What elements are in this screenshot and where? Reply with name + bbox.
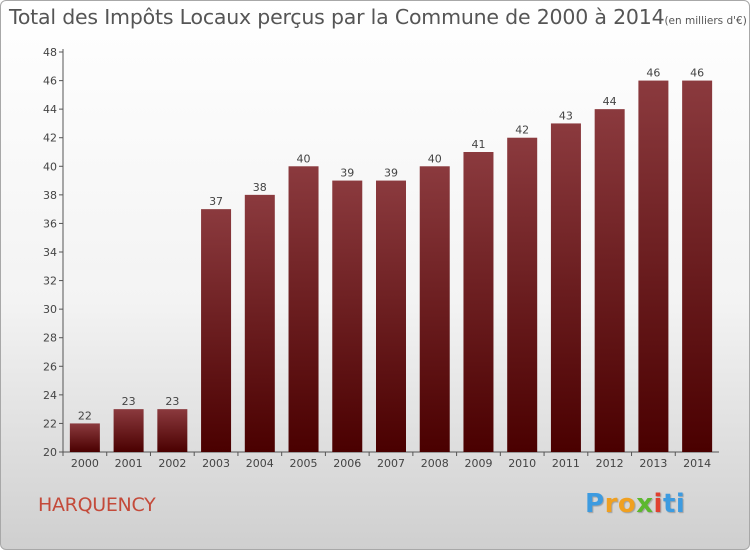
data-label-2000: 22 [78, 409, 92, 422]
data-label-2014: 46 [690, 67, 704, 80]
bar-2000 [69, 423, 100, 452]
bar-2013 [638, 80, 669, 453]
data-label-2001: 23 [122, 395, 136, 408]
data-label-2008: 40 [428, 152, 442, 165]
chart-title-unit: (en milliers d'€) [664, 15, 747, 27]
y-tick-label: 26 [43, 360, 57, 373]
commune-name: HARQUENCY [38, 494, 156, 516]
y-tick-label: 38 [43, 189, 57, 202]
x-tick-label: 2009 [464, 457, 492, 470]
bar-2005 [288, 166, 319, 453]
bar-2007 [376, 180, 406, 453]
x-tick-label: 2012 [596, 457, 624, 470]
chart-title-main: Total des Impôts Locaux perçus par la Co… [9, 5, 665, 29]
data-labels: 22 23 23 37 38 40 39 39 40 41 42 43 44 46 46 [78, 67, 704, 423]
bar-2012 [594, 109, 625, 453]
bar-2009 [463, 152, 494, 452]
bars [69, 80, 713, 453]
x-tick-label: 2011 [552, 457, 580, 470]
y-tick-label: 46 [43, 75, 57, 88]
logo-letter: P [585, 489, 605, 519]
y-tick-label: 40 [43, 160, 57, 173]
logo-letter: r [604, 489, 618, 519]
y-tick-label: 20 [43, 446, 57, 459]
bar-2001 [113, 409, 144, 452]
y-tick-label: 24 [43, 389, 57, 402]
data-label-2007: 39 [384, 167, 398, 180]
bar-2010 [507, 137, 538, 452]
x-tick-label: 2008 [421, 457, 449, 470]
x-tick-label: 2010 [508, 457, 536, 470]
x-tick-label: 2000 [71, 457, 99, 470]
x-tick-label: 2014 [683, 457, 711, 470]
data-label-2005: 40 [297, 152, 311, 165]
x-tick-label: 2006 [333, 457, 361, 470]
chart-title: Total des Impôts Locaux perçus par la Co… [9, 5, 749, 35]
y-tick-label: 42 [43, 132, 57, 145]
x-tick-label: 2013 [639, 457, 667, 470]
y-tick-label: 30 [43, 303, 57, 316]
y-tick-label: 32 [43, 275, 57, 288]
y-tick-label: 36 [43, 217, 57, 230]
y-axis: 20 22 24 26 28 30 32 34 36 38 40 42 44 46 48 [43, 46, 64, 459]
data-label-2010: 42 [515, 124, 529, 137]
logo-letter: x [636, 489, 654, 519]
x-tick-label: 2005 [290, 457, 318, 470]
x-tick-label: 2004 [246, 457, 274, 470]
x-tick-label: 2001 [115, 457, 143, 470]
y-tick-label: 34 [43, 246, 57, 259]
bar-2006 [332, 180, 363, 453]
data-label-2012: 44 [603, 95, 617, 108]
data-label-2013: 46 [646, 67, 660, 80]
x-tick-label: 2007 [377, 457, 405, 470]
logo-letter: i [653, 489, 663, 519]
logo-letter: o [617, 489, 637, 519]
data-label-2003: 37 [209, 195, 223, 208]
logo-letter: t [662, 489, 676, 519]
data-label-2002: 23 [165, 395, 179, 408]
bar-2003 [201, 209, 232, 452]
data-label-2009: 41 [471, 138, 485, 151]
y-tick-label: 44 [43, 103, 57, 116]
y-tick-label: 48 [43, 46, 57, 59]
bar-2002 [157, 409, 188, 452]
x-tick-label: 2002 [158, 457, 186, 470]
data-label-2006: 39 [340, 167, 354, 180]
bar-2011 [550, 123, 581, 452]
data-label-2011: 43 [559, 109, 573, 122]
proxiti-logo[interactable]: Proxiti [585, 489, 685, 519]
bar-2014 [682, 80, 713, 453]
x-tick-label: 2003 [202, 457, 230, 470]
bar-2008 [419, 166, 450, 453]
y-tick-label: 28 [43, 332, 57, 345]
data-label-2004: 38 [253, 181, 267, 194]
x-axis: 2000 2001 2002 2003 2004 2005 2006 2007 2008 2009… [62, 451, 719, 470]
logo-letter: i [675, 489, 686, 519]
y-tick-label: 22 [43, 417, 57, 430]
bar-2004 [244, 194, 275, 452]
